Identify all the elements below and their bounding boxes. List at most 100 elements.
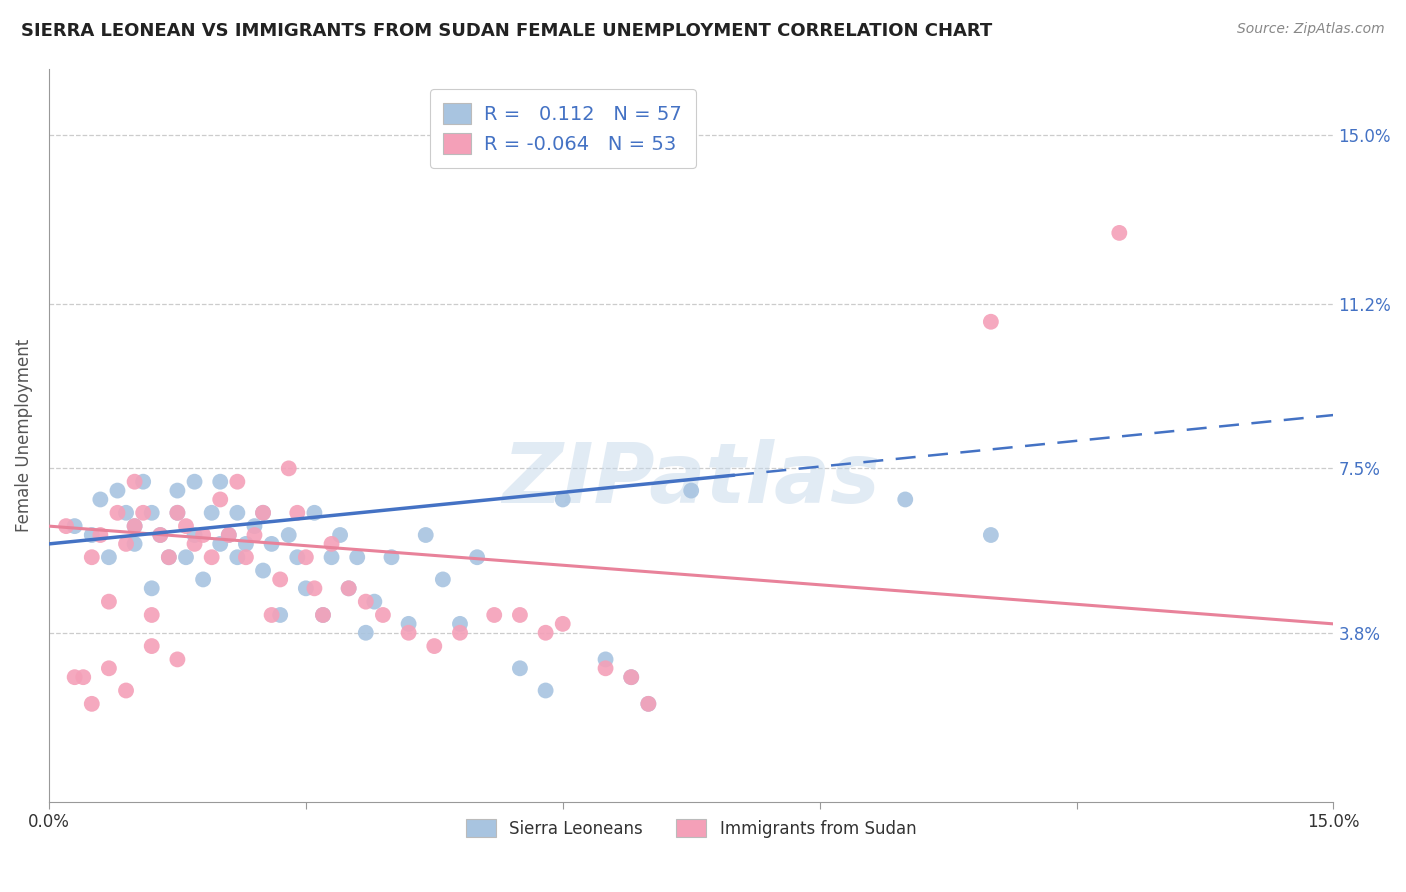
Point — [183, 475, 205, 489]
Point — [218, 528, 240, 542]
Point — [174, 550, 197, 565]
Point — [115, 537, 138, 551]
Point — [191, 573, 214, 587]
Point — [449, 616, 471, 631]
Point — [277, 528, 299, 542]
Point — [174, 519, 197, 533]
Point — [201, 506, 224, 520]
Point — [243, 528, 266, 542]
Point — [226, 506, 249, 520]
Point — [80, 697, 103, 711]
Point — [80, 550, 103, 565]
Point — [115, 683, 138, 698]
Point — [166, 483, 188, 498]
Point — [1108, 226, 1130, 240]
Point — [97, 550, 120, 565]
Point — [149, 528, 172, 542]
Point — [398, 625, 420, 640]
Point — [124, 519, 146, 533]
Point — [329, 528, 352, 542]
Point — [141, 582, 163, 596]
Point — [595, 661, 617, 675]
Point — [371, 607, 394, 622]
Point — [89, 528, 111, 542]
Point — [321, 537, 343, 551]
Point — [183, 528, 205, 542]
Point — [398, 616, 420, 631]
Point — [191, 528, 214, 542]
Point — [894, 492, 917, 507]
Point — [980, 315, 1002, 329]
Point — [97, 661, 120, 675]
Point — [620, 670, 643, 684]
Point — [484, 607, 506, 622]
Point — [183, 537, 205, 551]
Point — [149, 528, 172, 542]
Point — [449, 625, 471, 640]
Point — [201, 550, 224, 565]
Point — [63, 519, 86, 533]
Point — [209, 492, 232, 507]
Point — [141, 639, 163, 653]
Point — [595, 652, 617, 666]
Point — [637, 697, 659, 711]
Point — [465, 550, 488, 565]
Point — [124, 537, 146, 551]
Point — [380, 550, 402, 565]
Point — [681, 483, 703, 498]
Point — [166, 652, 188, 666]
Text: Source: ZipAtlas.com: Source: ZipAtlas.com — [1237, 22, 1385, 37]
Point — [534, 683, 557, 698]
Point — [218, 528, 240, 542]
Point — [235, 550, 257, 565]
Text: SIERRA LEONEAN VS IMMIGRANTS FROM SUDAN FEMALE UNEMPLOYMENT CORRELATION CHART: SIERRA LEONEAN VS IMMIGRANTS FROM SUDAN … — [21, 22, 993, 40]
Point — [509, 607, 531, 622]
Point — [551, 616, 574, 631]
Point — [312, 607, 335, 622]
Point — [346, 550, 368, 565]
Point — [295, 582, 318, 596]
Point — [312, 607, 335, 622]
Point — [252, 506, 274, 520]
Point — [235, 537, 257, 551]
Point — [354, 594, 377, 608]
Point — [141, 607, 163, 622]
Point — [321, 550, 343, 565]
Point — [157, 550, 180, 565]
Point — [124, 519, 146, 533]
Point — [243, 519, 266, 533]
Point — [304, 506, 326, 520]
Point — [980, 528, 1002, 542]
Legend: Sierra Leoneans, Immigrants from Sudan: Sierra Leoneans, Immigrants from Sudan — [460, 813, 922, 845]
Point — [269, 573, 291, 587]
Point — [432, 573, 454, 587]
Point — [141, 506, 163, 520]
Point — [124, 475, 146, 489]
Point — [80, 528, 103, 542]
Point — [97, 594, 120, 608]
Point — [115, 506, 138, 520]
Point — [620, 670, 643, 684]
Point — [337, 582, 360, 596]
Point — [423, 639, 446, 653]
Point — [295, 550, 318, 565]
Point — [509, 661, 531, 675]
Point — [132, 506, 155, 520]
Point — [269, 607, 291, 622]
Point — [252, 506, 274, 520]
Point — [72, 670, 94, 684]
Point — [285, 506, 308, 520]
Point — [415, 528, 437, 542]
Point — [209, 537, 232, 551]
Point — [551, 492, 574, 507]
Point — [252, 564, 274, 578]
Point — [226, 475, 249, 489]
Point — [363, 594, 385, 608]
Point — [637, 697, 659, 711]
Point — [63, 670, 86, 684]
Point — [166, 506, 188, 520]
Point — [354, 625, 377, 640]
Text: ZIPatlas: ZIPatlas — [502, 439, 880, 519]
Point — [107, 483, 129, 498]
Point — [304, 582, 326, 596]
